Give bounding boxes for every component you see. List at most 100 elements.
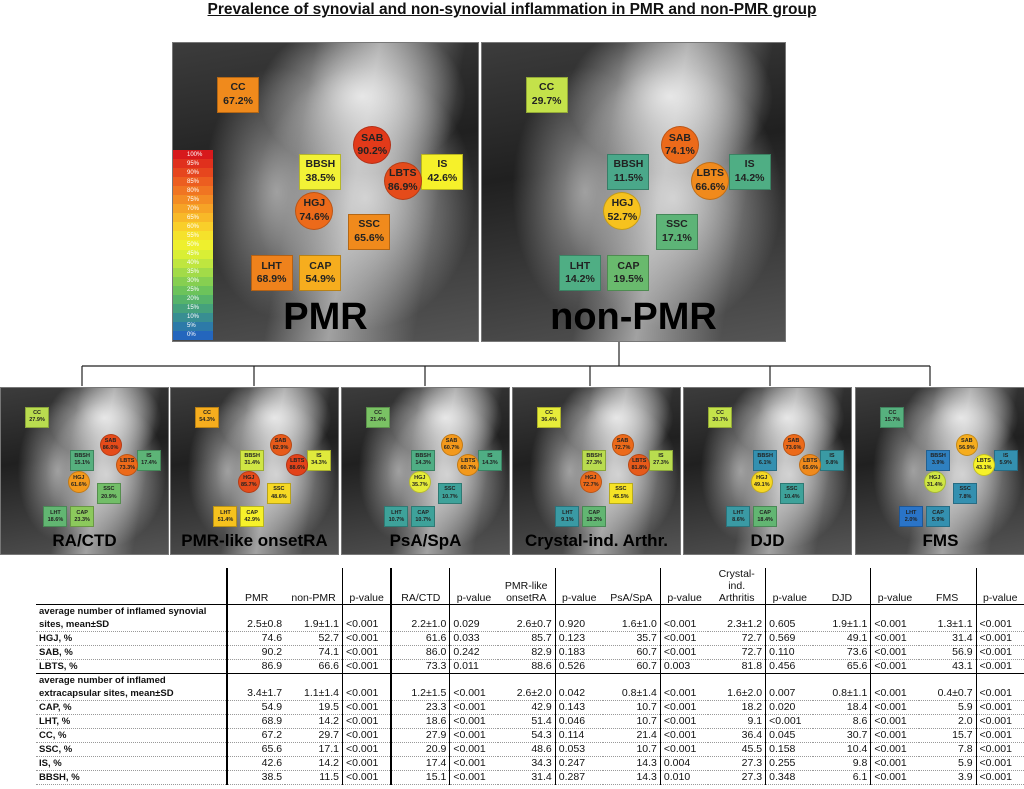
color-scale-step: 20%: [173, 294, 213, 304]
table-cell: 10.4: [813, 742, 871, 757]
group-connector-lines: [81, 342, 931, 386]
table-cell: 72.7: [708, 631, 766, 646]
marker-value: 73.6%: [785, 445, 802, 452]
marker-bbsh: BBSH 6.1%: [753, 449, 778, 471]
table-cell: 49.1: [813, 631, 871, 646]
marker-name: LBTS: [632, 458, 647, 465]
marker-value: 10.7%: [442, 493, 458, 500]
table-cell: 0.569: [765, 631, 814, 646]
marker-hgj: HGJ 52.7%: [603, 191, 642, 230]
table-cell: 17.1: [285, 742, 343, 757]
marker-name: LBTS: [389, 167, 417, 180]
table-cell: 74.6: [226, 631, 286, 646]
marker-name: IS: [316, 453, 322, 460]
table-cell: 15.7: [918, 728, 977, 743]
table-row: IS, % 42.6 14.2 <0.001 17.4 <0.001 34.3 0.247 14…: [36, 756, 1024, 771]
table-row-label: LBTS, %: [36, 659, 228, 674]
marker-cap: CAP 5.9%: [926, 506, 951, 528]
table-cell: 14.3: [602, 756, 661, 771]
marker-hgj: HGJ 72.7%: [579, 470, 602, 493]
marker-value: 72.7%: [583, 481, 599, 488]
marker-bbsh: BBSH 38.5%: [299, 154, 342, 191]
marker-name: IS: [829, 453, 835, 460]
marker-value: 48.6%: [271, 493, 287, 500]
table-header-cell: PMR: [226, 568, 286, 605]
marker-value: 11.5%: [613, 172, 644, 185]
marker-name: CC: [230, 81, 246, 94]
table-cell: 0.042: [554, 673, 603, 701]
table-header-cell: p-value: [449, 568, 498, 605]
table-cell: 0.033: [449, 631, 498, 646]
marker-lht: LHT 2.0%: [899, 506, 924, 528]
table-cell: 51.4: [497, 714, 556, 729]
marker-cc: CC 36.4%: [537, 406, 562, 428]
table-cell: <0.001: [341, 673, 392, 701]
table-cell: <0.001: [870, 673, 919, 701]
marker-name: LBTS: [461, 458, 476, 465]
marker-name: LBTS: [976, 458, 991, 465]
table-cell: <0.001: [659, 700, 709, 715]
color-scale-step: 60%: [173, 222, 213, 232]
panel-label: RA/CTD: [52, 531, 117, 550]
table-cell: 11.5: [285, 770, 343, 785]
table-cell: 14.2: [285, 714, 343, 729]
marker-lht: LHT 18.6%: [43, 506, 68, 528]
marker-value: 88.6%: [289, 465, 306, 472]
table-row: average number of inflamed extracapsular …: [36, 673, 1024, 701]
table-cell: 0.183: [554, 645, 603, 660]
table-header-cell: p-value: [554, 568, 603, 605]
marker-lbts: LBTS 66.6%: [691, 162, 730, 201]
table-cell: 31.4: [918, 631, 977, 646]
table-cell: 0.053: [554, 742, 603, 757]
marker-name: LBTS: [803, 458, 818, 465]
marker-name: CAP: [759, 509, 771, 516]
marker-lbts: LBTS 73.3%: [116, 454, 139, 477]
marker-name: CAP: [617, 259, 640, 272]
table-row: CAP, % 54.9 19.5 <0.001 23.3 <0.001 42.9 0.143 1…: [36, 700, 1024, 715]
table-row: LHT, % 68.9 14.2 <0.001 18.6 <0.001 51.4 0.046 1…: [36, 714, 1024, 729]
marker-name: LHT: [733, 509, 744, 516]
table-cell: 21.4: [602, 728, 661, 743]
marker-sab: SAB 60.7%: [440, 434, 463, 457]
table-cell: 30.7: [813, 728, 871, 743]
marker-name: BBSH: [613, 158, 644, 171]
marker-name: CAP: [309, 259, 332, 272]
marker-value: 20.9%: [101, 493, 117, 500]
marker-sab: SAB 86.0%: [99, 434, 122, 457]
color-scale-step: 5%: [173, 321, 213, 331]
table-cell: 2.2±1.0: [390, 604, 450, 632]
marker-name: CAP: [76, 509, 88, 516]
table-cell: 9.1: [708, 714, 766, 729]
marker-name: LBTS: [290, 458, 305, 465]
table-cell: 82.9: [497, 645, 556, 660]
table-cell: <0.001: [870, 604, 919, 632]
table-cell: 0.158: [765, 742, 814, 757]
marker-name: SSC: [615, 486, 627, 493]
marker-sab: SAB 73.6%: [782, 434, 805, 457]
table-cell: <0.001: [341, 659, 392, 674]
table-row-label: IS, %: [36, 756, 228, 771]
marker-ssc: SSC 20.9%: [96, 483, 121, 505]
table-cell: 45.5: [708, 742, 766, 757]
table-cell: 1.6±1.0: [602, 604, 661, 632]
table-cell: 65.6: [226, 742, 286, 757]
table-cell: <0.001: [870, 714, 919, 729]
marker-name: SSC: [444, 486, 456, 493]
table-row-label: CAP, %: [36, 700, 228, 715]
table-cell: <0.001: [449, 714, 498, 729]
table-cell: 88.6: [497, 659, 556, 674]
marker-name: SAB: [104, 438, 117, 445]
table-cell: 0.045: [765, 728, 814, 743]
table-cell: <0.001: [449, 673, 498, 701]
color-scale-step: 25%: [173, 285, 213, 295]
marker-cc: CC 54.3%: [195, 406, 220, 428]
marker-name: SAB: [961, 438, 973, 445]
marker-lbts: LBTS 88.6%: [286, 454, 309, 477]
color-scale-step: 0%: [173, 330, 213, 340]
table-cell: <0.001: [765, 714, 814, 729]
figure-title: Prevalence of synovial and non-synovial …: [207, 1, 817, 18]
table-cell: 60.7: [602, 645, 661, 660]
table-cell: 73.3: [390, 659, 450, 674]
marker-sab: SAB 56.9%: [955, 434, 978, 457]
table-cell: <0.001: [975, 645, 1024, 660]
